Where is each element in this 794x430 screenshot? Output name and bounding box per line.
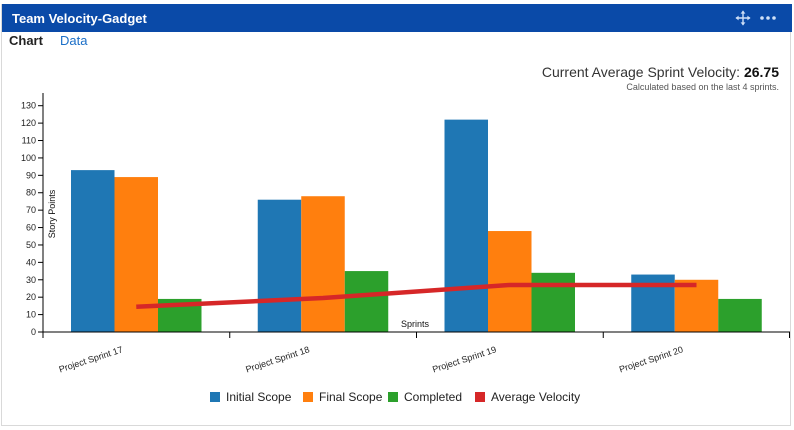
average-velocity-summary: Current Average Sprint Velocity: 26.75 — [542, 64, 779, 80]
average-velocity-value: 26.75 — [743, 64, 779, 80]
y-tick-label: 10 — [26, 310, 36, 320]
gadget-title: Team Velocity-Gadget — [12, 11, 147, 26]
x-tick-label: Project Sprint 18 — [244, 344, 310, 374]
legend-label: Average Velocity — [491, 390, 581, 404]
legend-swatch — [210, 392, 220, 402]
y-tick-label: 80 — [26, 188, 36, 198]
y-tick-label: 100 — [21, 153, 36, 163]
legend-label: Completed — [404, 390, 463, 404]
legend-label: Final Scope — [319, 390, 383, 404]
calculation-note: Calculated based on the last 4 sprints. — [626, 82, 779, 92]
y-axis-label: Story Points — [47, 189, 57, 238]
legend-swatch — [475, 392, 485, 402]
x-tick-label: Project Sprint 17 — [58, 344, 124, 374]
more-icon[interactable] — [758, 10, 778, 26]
gadget-title-bar: Team Velocity-Gadget — [2, 4, 792, 32]
y-tick-label: 20 — [26, 292, 36, 302]
y-tick-label: 0 — [31, 327, 36, 337]
average-velocity-label: Current Average Sprint Velocity: — [541, 64, 741, 80]
legend-swatch — [303, 392, 313, 402]
legend-label: Initial Scope — [226, 390, 292, 404]
bar-final-scope — [488, 231, 532, 332]
y-tick-label: 110 — [22, 136, 36, 146]
legend-item[interactable]: Initial Scope — [210, 390, 291, 404]
tab-chart[interactable]: Chart — [9, 33, 43, 48]
y-tick-label: 130 — [21, 101, 36, 111]
bar-initial-scope — [444, 119, 488, 332]
bar-completed — [718, 298, 762, 332]
legend-item[interactable]: Completed — [388, 390, 462, 404]
bar-final-scope — [114, 177, 158, 332]
bar-final-scope — [301, 196, 345, 332]
bar-initial-scope — [71, 170, 115, 332]
y-tick-label: 70 — [26, 205, 36, 215]
bar-final-scope — [674, 279, 719, 332]
legend-item[interactable]: Final Scope — [303, 390, 382, 404]
y-tick-label: 120 — [21, 118, 36, 128]
bar-completed — [344, 271, 389, 332]
move-icon[interactable] — [735, 10, 751, 26]
y-tick-label: 50 — [26, 240, 36, 250]
x-axis-label: Sprints — [401, 319, 430, 329]
y-tick-label: 60 — [26, 223, 36, 233]
tab-data[interactable]: Data — [60, 33, 88, 48]
y-tick-label: 90 — [26, 170, 36, 180]
x-tick-label: Project Sprint 19 — [431, 344, 497, 374]
x-tick-label: Project Sprint 20 — [618, 344, 684, 374]
bar-initial-scope — [257, 199, 302, 332]
y-tick-label: 40 — [26, 257, 36, 267]
average-velocity-line — [136, 282, 697, 310]
bar-completed — [531, 272, 575, 332]
legend-item[interactable]: Average Velocity — [475, 390, 580, 404]
legend-swatch — [388, 392, 398, 402]
y-tick-label: 30 — [26, 275, 36, 285]
